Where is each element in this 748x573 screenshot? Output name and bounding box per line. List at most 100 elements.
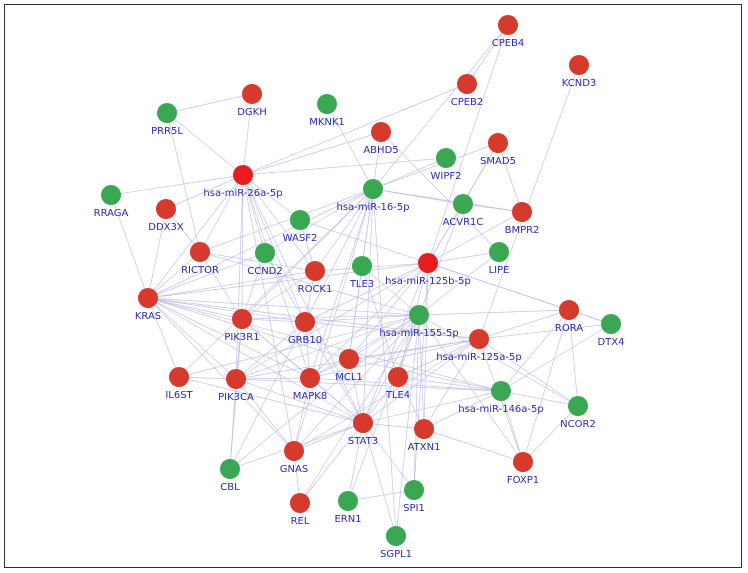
edge-hsa-mir-125b-5p-mcl1	[348, 262, 429, 360]
edge-hsa-mir-16-5p-cpeb4	[372, 24, 509, 190]
edge-hsa-mir-125a-5p-kcnd3	[478, 64, 580, 340]
node-label: TLE4	[385, 390, 410, 401]
edge-lipe-abhd5	[380, 131, 500, 253]
edge-hsa-mir-125a-5p-rora	[478, 309, 570, 340]
edge-hsa-mir-155-5p-spi1	[413, 314, 420, 491]
edge-hsa-mir-155-5p-atxn1	[418, 314, 425, 430]
node-label: MAPK8	[293, 391, 327, 402]
node-rel: REL	[290, 493, 310, 527]
edge-hsa-mir-125a-5p-dtx4	[478, 323, 612, 340]
node-circle	[157, 103, 177, 123]
node-label: ACVR1C	[443, 217, 484, 228]
edge-ccnd2-grb10	[264, 252, 306, 323]
node-acvr1c: ACVR1C	[443, 194, 484, 228]
node-circle	[300, 368, 320, 388]
node-grb10: GRB10	[288, 312, 322, 346]
node-circle	[290, 493, 310, 513]
edge-hsa-mir-155-5p-sgpl1	[395, 314, 420, 537]
edge-hsa-mir-146a-5p-stat3	[362, 390, 502, 424]
edge-kras-mapk8	[147, 297, 311, 379]
edge-prr5l-rictor	[166, 112, 201, 253]
edge-hsa-mir-155-5p-acvr1c	[418, 203, 464, 316]
node-label: TLE3	[349, 279, 374, 290]
node-circle	[559, 300, 579, 320]
edge-pik3r1-mapk8	[241, 318, 311, 379]
node-circle	[290, 210, 310, 230]
edge-hsa-mir-155-5p-stat3	[362, 314, 420, 424]
node-label: GNAS	[280, 464, 308, 475]
edge-hsa-mir-16-5p-stat3	[362, 188, 374, 424]
edge-smad5-acvr1c	[462, 142, 499, 205]
node-circle	[363, 179, 383, 199]
node-label: hsa-miR-146a-5p	[458, 404, 544, 415]
node-tle3: TLE3	[349, 256, 374, 290]
edge-hsa-mir-155-5p-tle4	[397, 314, 420, 378]
node-label: SPI1	[403, 503, 425, 514]
edge-hsa-mir-155-5p-gnas	[293, 314, 420, 452]
edge-hsa-mir-155-5p-rictor	[199, 251, 420, 316]
node-label: CCND2	[247, 266, 283, 277]
edge-stat3-il6st	[178, 376, 364, 424]
edge-kras-pik3r1	[147, 297, 243, 320]
node-circle	[317, 94, 337, 114]
edge-pik3ca-stat3	[235, 378, 364, 424]
node-label: ABHD5	[363, 145, 398, 156]
edge-hsa-mir-155-5p-cbl	[229, 314, 420, 470]
node-label: PIK3R1	[224, 332, 259, 343]
node-label: CBL	[220, 482, 240, 493]
edge-hsa-mir-146a-5p-dtx4	[500, 323, 612, 392]
edge-stat3-ern1	[347, 422, 364, 502]
node-label: ERN1	[334, 514, 361, 525]
node-rock1: ROCK1	[298, 261, 332, 295]
edge-hsa-mir-16-5p-mknk1	[326, 103, 374, 190]
node-label: KRAS	[135, 311, 161, 322]
edge-hsa-mir-16-5p-rictor	[199, 188, 374, 253]
edge-hsa-mir-26a-5p-cpeb2	[242, 83, 468, 176]
edge-hsa-mir-26a-5p-rraga	[110, 174, 244, 196]
edge-hsa-mir-16-5p-pik3r1	[241, 188, 374, 320]
node-bmpr2: BMPR2	[505, 202, 540, 236]
edge-hsa-mir-26a-5p-pik3ca	[235, 174, 244, 380]
node-label: KCND3	[562, 78, 597, 89]
node-circle	[284, 441, 304, 461]
node-circle	[601, 314, 621, 334]
node-circle	[513, 452, 533, 472]
node-kras: KRAS	[135, 288, 161, 322]
node-kcnd3: KCND3	[562, 55, 597, 89]
node-circle	[491, 381, 511, 401]
node-circle	[418, 253, 438, 273]
edge-hsa-mir-16-5p-wipf2	[372, 157, 447, 190]
edge-hsa-mir-125b-5p-cpeb4	[427, 24, 509, 264]
edge-hsa-mir-26a-5p-pik3r1	[241, 174, 244, 320]
edge-stat3-gnas	[293, 422, 364, 452]
edge-stat3-atxn1	[362, 422, 425, 430]
node-label: IL6ST	[165, 390, 193, 401]
edge-hsa-mir-125a-5p-grb10	[304, 321, 480, 340]
edge-hsa-mir-125b-5p-atxn1	[423, 262, 429, 430]
edge-hsa-mir-125b-5p-stat3	[362, 262, 429, 424]
node-circle	[512, 202, 532, 222]
edge-hsa-mir-155-5p-rora	[418, 309, 570, 316]
node-label: DTX4	[597, 337, 624, 348]
node-hsa-mir-26a-5p: hsa-miR-26a-5p	[203, 165, 283, 199]
node-label: CPEB2	[451, 97, 484, 108]
node-label: STAT3	[348, 436, 378, 447]
node-label: DDX3X	[148, 222, 184, 233]
edge-hsa-mir-155-5p-il6st	[178, 314, 420, 378]
node-cpeb4: CPEB4	[492, 15, 524, 49]
node-circle	[156, 199, 176, 219]
node-circle	[453, 194, 473, 214]
node-label: LIPE	[489, 265, 510, 276]
node-label: PIK3CA	[218, 392, 254, 403]
node-circle	[488, 133, 508, 153]
node-dgkh: DGKH	[237, 84, 267, 118]
edge-hsa-mir-155-5p-mcl1	[348, 314, 420, 360]
edge-hsa-mir-16-5p-mapk8	[309, 188, 374, 379]
edge-hsa-mir-16-5p-rock1	[314, 188, 374, 272]
node-lipe: LIPE	[489, 242, 510, 276]
node-label: BMPR2	[505, 225, 540, 236]
node-dtx4: DTX4	[597, 314, 625, 348]
node-label: REL	[291, 516, 310, 527]
node-sgpl1: SGPL1	[380, 526, 412, 560]
node-label: hsa-miR-155-5p	[379, 328, 458, 339]
